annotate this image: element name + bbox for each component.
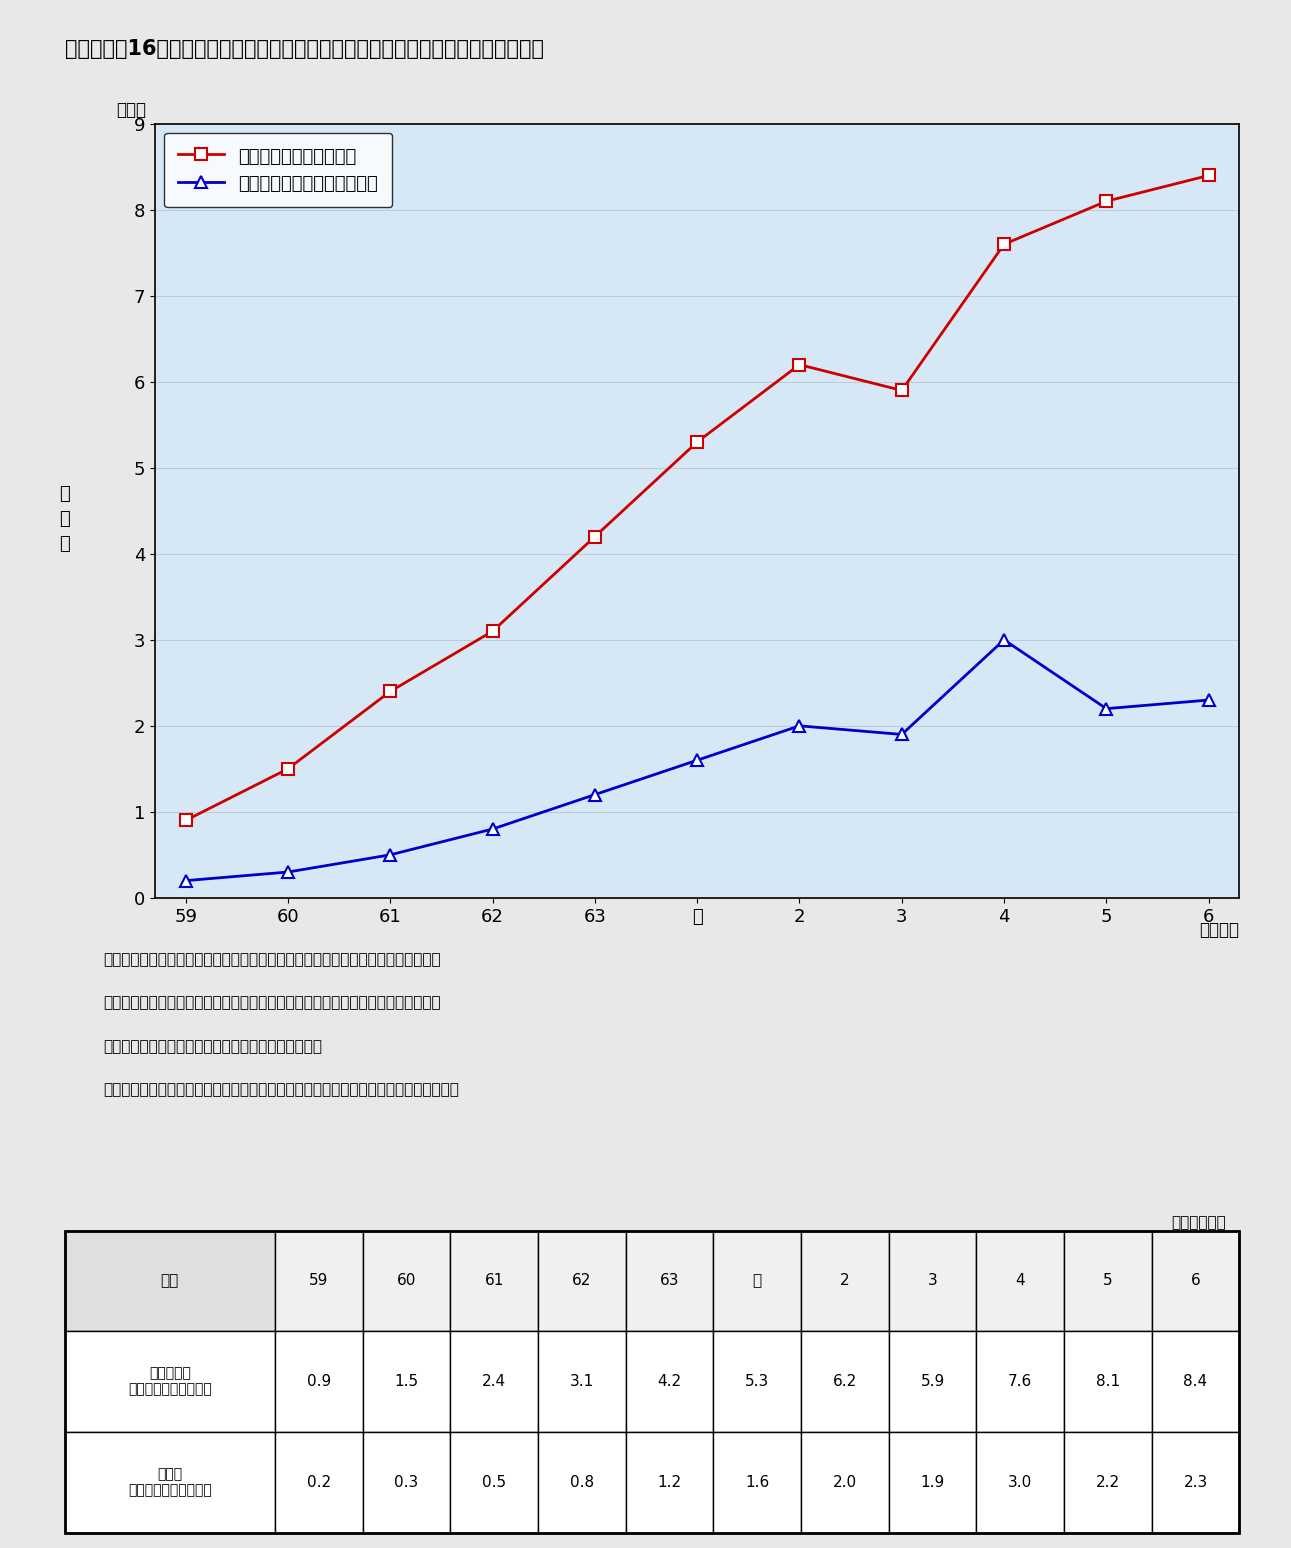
Text: 61: 61 (484, 1274, 503, 1288)
Text: 第１－３－16図　情報ストック量に占める電気通信系映像メディアのシェアの推移: 第１－３－16図 情報ストック量に占める電気通信系映像メディアのシェアの推移 (65, 39, 544, 59)
Text: ２　輸送系メディア　　　　　：ビデオソフト、レンタルビデオ、ＣＤ－ＲＯＭ: ２ 輸送系メディア ：ビデオソフト、レンタルビデオ、ＣＤ－ＲＯＭ (103, 1082, 460, 1098)
Text: （注）１　電気通信系映像メディア：地上系テレビジョン放送、ケーブルテレビ、: （注）１ 電気通信系映像メディア：地上系テレビジョン放送、ケーブルテレビ、 (103, 952, 442, 968)
（参考）輸送系映像メディア (689, 751, 705, 769)
（参考）輸送系映像メディア (1201, 690, 1216, 709)
Text: 2.4: 2.4 (482, 1375, 506, 1389)
Text: 1.5: 1.5 (395, 1375, 418, 1389)
Text: 0.9: 0.9 (307, 1375, 330, 1389)
Text: 5.3: 5.3 (745, 1375, 769, 1389)
Text: 0.2: 0.2 (307, 1475, 330, 1489)
Text: （年度）: （年度） (1199, 921, 1239, 940)
Text: 占
有
率: 占 有 率 (59, 485, 70, 553)
Text: 2.2: 2.2 (1096, 1475, 1119, 1489)
Text: （％）: （％） (116, 101, 146, 119)
Text: 8.1: 8.1 (1096, 1375, 1119, 1389)
Text: 6: 6 (1190, 1274, 1201, 1288)
Line: （参考）輸送系映像メディア: （参考）輸送系映像メディア (179, 635, 1215, 885)
Text: 5.9: 5.9 (920, 1375, 945, 1389)
Text: 2.3: 2.3 (1184, 1475, 1207, 1489)
Text: 0.5: 0.5 (482, 1475, 506, 1489)
（参考）輸送系映像メディア (1099, 700, 1114, 718)
電気通信系映像メディア (178, 811, 194, 830)
電気通信系映像メディア (587, 528, 603, 546)
電気通信系映像メディア (1099, 192, 1114, 211)
電気通信系映像メディア (280, 760, 296, 779)
Text: 8.4: 8.4 (1184, 1375, 1207, 1389)
電気通信系映像メディア (893, 381, 909, 399)
Line: 電気通信系映像メディア: 電気通信系映像メディア (179, 170, 1215, 827)
Text: 3.1: 3.1 (569, 1375, 594, 1389)
Text: 2: 2 (840, 1274, 849, 1288)
電気通信系映像メディア (485, 622, 501, 641)
Text: 電気通信系
映像メディアのシェア: 電気通信系 映像メディアのシェア (128, 1367, 212, 1396)
Text: （単位：％）: （単位：％） (1172, 1215, 1226, 1231)
電気通信系映像メディア (382, 683, 398, 701)
Text: 4.2: 4.2 (657, 1375, 682, 1389)
Text: 3.0: 3.0 (1008, 1475, 1033, 1489)
（参考）輸送系映像メディア (791, 717, 807, 735)
Text: 4: 4 (1015, 1274, 1025, 1288)
Text: 元: 元 (753, 1274, 762, 1288)
Text: 3: 3 (928, 1274, 937, 1288)
（参考）輸送系映像メディア (382, 845, 398, 864)
電気通信系映像メディア (1201, 166, 1216, 184)
Text: 62: 62 (572, 1274, 591, 1288)
Text: インターネット: インターネット (103, 1039, 323, 1054)
Text: 1.2: 1.2 (657, 1475, 682, 1489)
（参考）輸送系映像メディア (997, 630, 1012, 649)
Text: 1.6: 1.6 (745, 1475, 769, 1489)
Text: 年度: 年度 (160, 1274, 179, 1288)
Text: 輸送系
映像メディアのシェア: 輸送系 映像メディアのシェア (128, 1468, 212, 1497)
（参考）輸送系映像メディア (280, 862, 296, 881)
Text: 衛星テレビジョン放送、ハイビジョン放送、: 衛星テレビジョン放送、ハイビジョン放送、 (103, 995, 442, 1011)
電気通信系映像メディア (689, 433, 705, 452)
Text: 5: 5 (1103, 1274, 1113, 1288)
電気通信系映像メディア (997, 235, 1012, 254)
Legend: 電気通信系映像メディア, （参考）輸送系映像メディア: 電気通信系映像メディア, （参考）輸送系映像メディア (164, 133, 392, 207)
（参考）輸送系映像メディア (485, 820, 501, 839)
（参考）輸送系映像メディア (587, 785, 603, 803)
（参考）輸送系映像メディア (893, 724, 909, 743)
Text: 63: 63 (660, 1274, 679, 1288)
電気通信系映像メディア (791, 356, 807, 375)
（参考）輸送系映像メディア (178, 872, 194, 890)
Text: 6.2: 6.2 (833, 1375, 857, 1389)
Text: 0.8: 0.8 (569, 1475, 594, 1489)
Text: 59: 59 (309, 1274, 328, 1288)
Text: 7.6: 7.6 (1008, 1375, 1033, 1389)
Text: 2.0: 2.0 (833, 1475, 857, 1489)
Text: 60: 60 (396, 1274, 416, 1288)
Text: 1.9: 1.9 (920, 1475, 945, 1489)
Text: 0.3: 0.3 (394, 1475, 418, 1489)
